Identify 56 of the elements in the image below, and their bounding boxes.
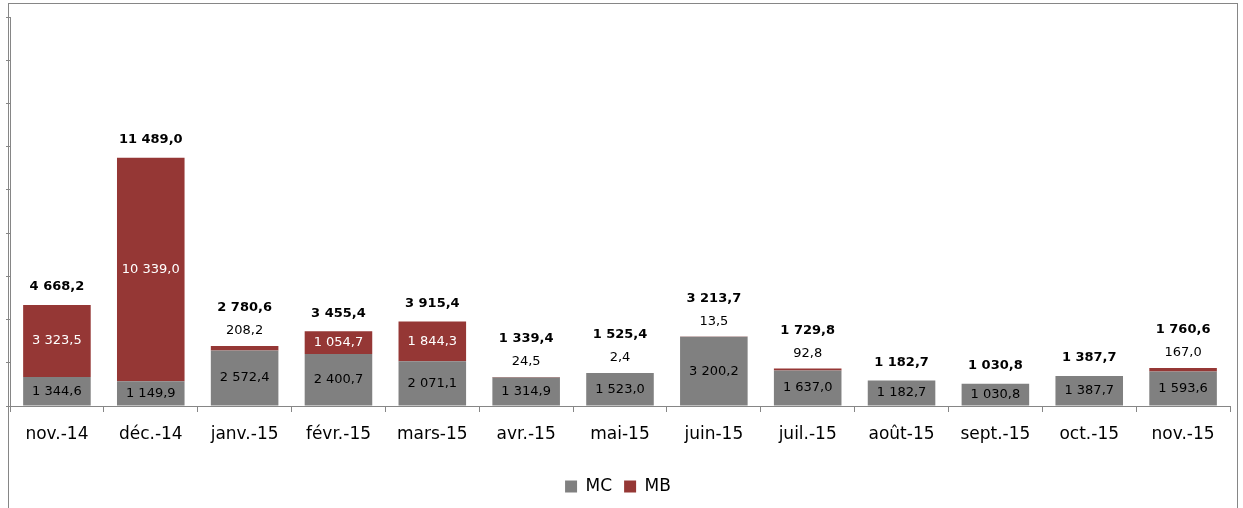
x-tick-label: avr.-15 — [496, 422, 556, 443]
data-label: 3 200,2 — [689, 362, 739, 378]
bar — [773, 368, 842, 371]
x-tick-label: févr.-15 — [305, 422, 372, 443]
data-label: 1 030,8 — [970, 385, 1021, 401]
data-label: 1 182,7 — [876, 384, 927, 400]
data-label: 2 400,7 — [313, 371, 364, 387]
x-tick-label: déc.-14 — [118, 422, 183, 443]
data-label: 24,5 — [511, 353, 541, 369]
total-label: 3 213,7 — [686, 289, 742, 305]
data-label: 2,4 — [609, 349, 631, 365]
x-tick-label: mai-15 — [590, 422, 650, 443]
data-label: 1 593,6 — [1158, 379, 1208, 395]
total-label: 1 525,4 — [592, 326, 648, 342]
data-label: 1 149,9 — [125, 384, 176, 400]
data-label: 208,2 — [226, 322, 264, 338]
legend-label: MC — [585, 474, 613, 495]
data-label: 2 071,1 — [407, 374, 458, 390]
total-label: 4 668,2 — [29, 278, 85, 294]
x-tick-label: sept.-15 — [960, 422, 1031, 443]
total-label: 2 780,6 — [217, 299, 272, 315]
data-label: 1 637,0 — [782, 379, 833, 395]
x-tick-label: nov.-14 — [25, 422, 89, 443]
data-label: 1 054,7 — [313, 334, 364, 350]
data-label: 3 323,5 — [32, 332, 82, 348]
x-tick-label: oct.-15 — [1059, 422, 1120, 443]
total-label: 1 760,6 — [1155, 321, 1211, 337]
data-label: 1 314,9 — [501, 382, 551, 398]
data-label: 2 572,4 — [219, 369, 270, 385]
x-tick-label: janv.-15 — [209, 422, 279, 443]
x-tick-label: juil.-15 — [777, 422, 837, 443]
total-label: 1 030,8 — [968, 357, 1023, 373]
total-label: 3 455,4 — [311, 304, 366, 320]
bar — [23, 305, 91, 377]
total-label: 1 729,8 — [780, 321, 836, 337]
data-label: 13,5 — [699, 312, 729, 328]
data-label: 1 523,0 — [595, 380, 645, 396]
data-label: 10 339,0 — [121, 260, 180, 276]
total-label: 11 489,0 — [118, 131, 183, 147]
total-label: 1 339,4 — [498, 330, 554, 346]
data-label: 1 344,6 — [32, 382, 82, 398]
bar — [116, 157, 185, 382]
total-label: 1 387,7 — [1061, 349, 1117, 365]
x-tick-label: nov.-15 — [1151, 422, 1215, 443]
legend-label: MB — [644, 474, 671, 495]
bar — [1149, 367, 1217, 372]
x-tick-label: mars-15 — [397, 422, 468, 443]
x-tick-label: août-15 — [868, 422, 935, 443]
x-tick-label: juin-15 — [683, 422, 744, 443]
total-label: 1 182,7 — [874, 353, 929, 369]
data-label: 1 387,7 — [1064, 382, 1115, 398]
total-label: 3 915,4 — [404, 294, 460, 310]
data-label: 92,8 — [793, 344, 823, 360]
data-label: 1 844,3 — [407, 332, 458, 348]
bar — [398, 321, 467, 362]
data-label: 167,0 — [1164, 344, 1202, 360]
